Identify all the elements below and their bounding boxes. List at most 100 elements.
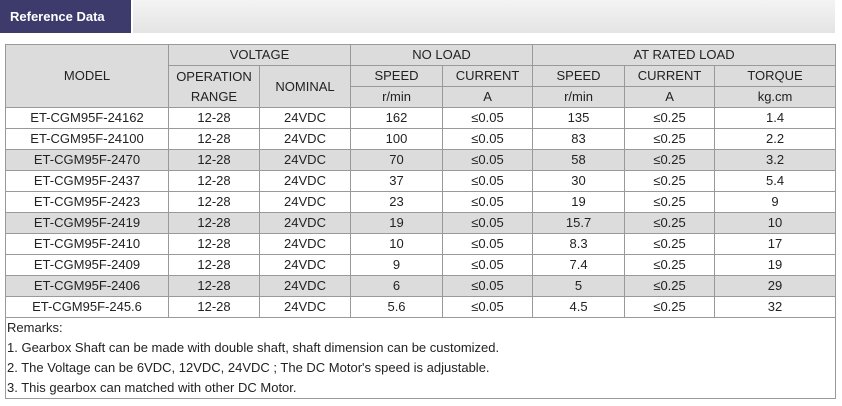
table-cell: ET-CGM95F-2470 xyxy=(5,149,169,171)
table-cell: 30 xyxy=(532,170,626,192)
remark-row: 3. This gearbox can matched with other D… xyxy=(4,378,837,399)
table-cell: 5.4 xyxy=(714,170,837,192)
table-cell: 12-28 xyxy=(168,149,260,171)
header-bar xyxy=(0,0,835,33)
header-cell: VOLTAGE xyxy=(167,44,352,66)
remark-row: Remarks: xyxy=(4,317,837,338)
table-cell: 15.7 xyxy=(532,212,626,234)
header-cell: TORQUE xyxy=(714,65,837,87)
table-cell: 12-28 xyxy=(168,107,260,129)
table-cell: ≤0.25 xyxy=(624,149,716,171)
table-cell: 12-28 xyxy=(168,170,260,192)
table-row: ET-CGM95F-2437 12-28 24VDC 37 ≤0.05 30 ≤0.25 5.… xyxy=(5,170,837,192)
table-cell: 12-28 xyxy=(168,254,260,276)
header-cell: SPEED xyxy=(532,65,626,87)
table-cell: ≤0.05 xyxy=(442,296,534,318)
table-cell: ET-CGM95F-2437 xyxy=(5,170,169,192)
header-title: Reference Data xyxy=(0,0,133,33)
table-cell: 24VDC xyxy=(258,107,352,129)
unit-cell: A xyxy=(624,86,716,108)
table-cell: ≤0.05 xyxy=(442,149,534,171)
table-cell: 37 xyxy=(350,170,444,192)
table-cell: 7.4 xyxy=(532,254,626,276)
table-cell: 24VDC xyxy=(258,191,352,213)
table-cell: ET-CGM95F-2423 xyxy=(5,191,169,213)
remark-text: 1. Gearbox Shaft can be made with double… xyxy=(4,338,837,358)
remark-text: 2. The Voltage can be 6VDC, 12VDC, 24VDC… xyxy=(4,358,837,378)
header-cell: MODEL xyxy=(5,44,169,108)
table-row: ET-CGM95F-2419 12-28 24VDC 19 ≤0.05 15.7 ≤0.25… xyxy=(5,212,837,234)
table-cell: ≤0.25 xyxy=(624,107,716,129)
table-cell: 162 xyxy=(350,107,444,129)
table-cell: ET-CGM95F-2419 xyxy=(5,212,169,234)
remark-row: 2. The Voltage can be 6VDC, 12VDC, 24VDC… xyxy=(4,358,837,378)
table-cell: 10 xyxy=(714,212,837,234)
table-cell: 2.2 xyxy=(714,128,837,150)
table-cell: ≤0.05 xyxy=(442,128,534,150)
table-cell: 17 xyxy=(714,233,837,255)
table-cell: ≤0.25 xyxy=(624,128,716,150)
table-cell: 12-28 xyxy=(168,191,260,213)
header-cell: AT RATED LOAD xyxy=(532,44,837,66)
table-row: ET-CGM95F-2423 12-28 24VDC 23 ≤0.05 19 ≤0.25 9 xyxy=(5,191,837,213)
header-cell: CURRENT xyxy=(442,65,534,87)
table-cell: 24VDC xyxy=(258,170,352,192)
unit-cell: r/min xyxy=(350,86,444,108)
remark-text: Remarks: xyxy=(4,317,837,338)
table-cell: ET-CGM95F-24100 xyxy=(5,128,169,150)
table-cell: 9 xyxy=(350,254,444,276)
table-cell: ≤0.25 xyxy=(624,254,716,276)
table-cell: 6 xyxy=(350,275,444,297)
table-cell: 24VDC xyxy=(258,275,352,297)
table-cell: 1.4 xyxy=(714,107,837,129)
header-cell: NO LOAD xyxy=(350,44,534,66)
table-cell: 23 xyxy=(350,191,444,213)
table-cell: ≤0.05 xyxy=(442,170,534,192)
table-cell: 19 xyxy=(714,254,837,276)
table-cell: ≤0.25 xyxy=(624,170,716,192)
table-cell: ≤0.25 xyxy=(624,233,716,255)
table-row: ET-CGM95F-2409 12-28 24VDC 9 ≤0.05 7.4 ≤0.25 19 xyxy=(5,254,837,276)
table-cell: 12-28 xyxy=(168,296,260,318)
table-cell: 32 xyxy=(714,296,837,318)
table-cell: 12-28 xyxy=(168,128,260,150)
table-cell: 12-28 xyxy=(168,212,260,234)
unit-cell: r/min xyxy=(532,86,626,108)
unit-cell: A xyxy=(442,86,534,108)
remark-text: 3. This gearbox can matched with other D… xyxy=(4,378,837,399)
table-cell: 29 xyxy=(714,275,837,297)
table-cell: 5.6 xyxy=(350,296,444,318)
table-cell: 24VDC xyxy=(258,149,352,171)
table-cell: ET-CGM95F-2410 xyxy=(5,233,169,255)
table-cell: 83 xyxy=(532,128,626,150)
table-cell: 24VDC xyxy=(258,212,352,234)
table-cell: ≤0.05 xyxy=(442,233,534,255)
table-cell: ≤0.25 xyxy=(624,275,716,297)
header-cell: SPEED xyxy=(350,65,444,87)
table-cell: ≤0.05 xyxy=(442,212,534,234)
table-row: ET-CGM95F-2470 12-28 24VDC 70 ≤0.05 58 ≤0.25 3.… xyxy=(5,149,837,171)
table-cell: 10 xyxy=(350,233,444,255)
remark-row: 1. Gearbox Shaft can be made with double… xyxy=(4,338,837,358)
table-cell: 12-28 xyxy=(168,233,260,255)
table-row: ET-CGM95F-24162 12-28 24VDC 162 ≤0.05 135 ≤0.2… xyxy=(5,107,837,129)
header-cell: CURRENT xyxy=(624,65,716,87)
table-cell: ET-CGM95F-2409 xyxy=(5,254,169,276)
table-cell: ≤0.25 xyxy=(624,191,716,213)
table-row: ET-CGM95F-2406 12-28 24VDC 6 ≤0.05 5 ≤0.25 29 xyxy=(5,275,837,297)
header-cell: NOMINAL xyxy=(258,65,352,108)
table-cell: 100 xyxy=(350,128,444,150)
table-cell: ET-CGM95F-245.6 xyxy=(5,296,169,318)
table-cell: ≤0.05 xyxy=(442,275,534,297)
table-cell: 12-28 xyxy=(168,275,260,297)
table-cell: ≤0.25 xyxy=(624,212,716,234)
table-cell: ≤0.05 xyxy=(442,107,534,129)
table-cell: 24VDC xyxy=(258,254,352,276)
table-cell: 3.2 xyxy=(714,149,837,171)
table-cell: 19 xyxy=(532,191,626,213)
table-row: ET-CGM95F-2410 12-28 24VDC 10 ≤0.05 8.3 ≤0.25 1… xyxy=(5,233,837,255)
table-cell: 19 xyxy=(350,212,444,234)
table-cell: 5 xyxy=(532,275,626,297)
table-cell: ≤0.25 xyxy=(624,296,716,318)
